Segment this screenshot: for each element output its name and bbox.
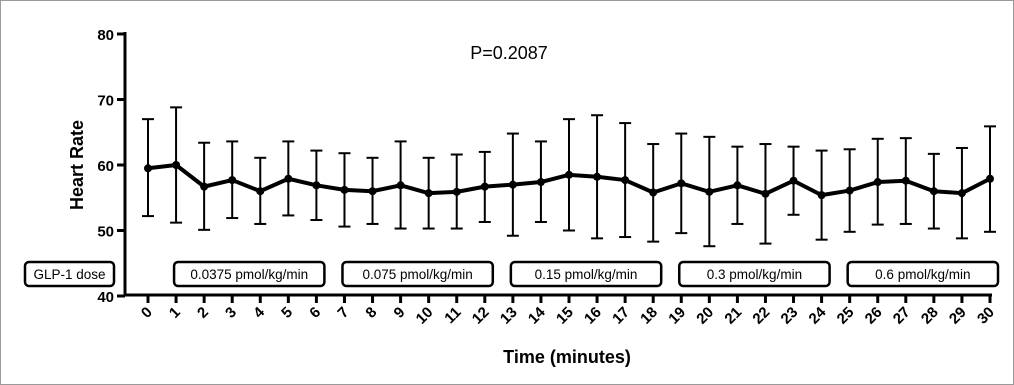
y-tick-label: 80 <box>97 27 114 44</box>
dose-box <box>341 260 495 288</box>
dose-boxes: GLP-1 dose 0.0375 pmol/kg/min 0.075 pmol/k… <box>23 260 1000 288</box>
data-point <box>761 189 770 198</box>
x-tick-label: 29 <box>946 304 970 328</box>
data-point <box>621 176 630 185</box>
y-tick-label: 60 <box>97 158 114 175</box>
x-tick-label: 8 <box>362 304 380 322</box>
x-tick-label: 10 <box>413 304 437 328</box>
x-tick-label: 23 <box>778 304 802 328</box>
x-tick-label: 7 <box>334 304 352 322</box>
dose-label-box <box>23 260 116 288</box>
data-point <box>901 176 910 185</box>
x-tick-label: 4 <box>250 303 268 321</box>
p-value-annotation: P=0.2087 <box>470 43 548 63</box>
data-point <box>929 187 938 196</box>
data-point <box>536 178 545 187</box>
x-tick-label: 13 <box>497 304 521 328</box>
series-line-group <box>144 161 994 200</box>
data-point <box>144 164 152 173</box>
data-point <box>593 172 602 181</box>
x-tick-label: 17 <box>609 304 633 328</box>
data-point <box>508 180 517 189</box>
dose-box-label: 0.075 pmol/kg/min <box>362 267 472 282</box>
dose-box-label: 0.15 pmol/kg/min <box>535 267 638 282</box>
data-point <box>396 181 405 190</box>
data-point <box>452 187 461 196</box>
dose-label-text: GLP-1 dose <box>33 267 105 282</box>
data-point <box>957 189 966 198</box>
x-tick-label: 28 <box>918 304 942 328</box>
x-tick-label: 0 <box>138 304 156 322</box>
x-tick-label: 3 <box>222 304 240 322</box>
data-point <box>228 176 237 185</box>
data-point <box>649 188 658 197</box>
dose-box <box>846 260 1000 288</box>
data-point <box>873 178 882 187</box>
x-axis-title: Time (minutes) <box>503 347 631 367</box>
data-point <box>705 187 714 196</box>
x-tick-label: 16 <box>581 304 605 328</box>
data-point <box>200 182 209 191</box>
x-tick-label: 9 <box>391 304 409 322</box>
x-tick-label: 19 <box>665 304 689 328</box>
x-tick-label: 27 <box>890 304 914 328</box>
y-tick-label: 40 <box>97 289 114 306</box>
x-tick-label: 20 <box>693 304 717 328</box>
x-tick-label: 11 <box>441 304 464 327</box>
x-tick-label: 24 <box>806 303 830 327</box>
data-point <box>845 186 854 195</box>
data-point <box>565 170 573 179</box>
data-point <box>340 185 349 194</box>
x-tick-label: 15 <box>553 304 577 328</box>
data-point <box>480 182 489 191</box>
dose-box <box>509 260 663 288</box>
data-point <box>733 181 742 190</box>
x-tick-label: 5 <box>278 304 296 322</box>
x-tick-label: 2 <box>194 304 212 322</box>
data-point <box>368 187 377 196</box>
x-tick-label: 14 <box>525 303 549 327</box>
x-tick-label: 30 <box>974 304 998 328</box>
y-axis-title: Heart Rate <box>67 120 87 210</box>
x-tick-label: 12 <box>469 304 493 328</box>
dose-box-label: 0.3 pmol/kg/min <box>707 267 802 282</box>
dose-box <box>172 260 326 288</box>
x-tick-label: 21 <box>721 304 745 328</box>
x-tick-label: 18 <box>637 304 661 328</box>
data-point <box>424 189 433 198</box>
dose-box <box>678 260 831 288</box>
x-tick-label: 6 <box>306 304 324 322</box>
data-point <box>256 187 265 196</box>
x-tick-label: 25 <box>834 304 858 328</box>
dose-box-label: 0.6 pmol/kg/min <box>875 267 970 282</box>
data-point <box>172 161 181 169</box>
data-point <box>817 191 826 200</box>
data-point <box>284 174 293 183</box>
y-tick-label: 50 <box>97 224 114 241</box>
data-point <box>677 179 686 188</box>
x-tick-label: 26 <box>862 304 886 328</box>
data-point <box>312 181 321 190</box>
y-tick-label: 70 <box>97 93 114 110</box>
x-tick-label: 22 <box>749 304 773 328</box>
data-point <box>789 176 798 185</box>
dose-box-label: 0.0375 pmol/kg/min <box>190 267 308 282</box>
data-point <box>986 174 994 183</box>
x-tick-label: 1 <box>166 304 184 322</box>
